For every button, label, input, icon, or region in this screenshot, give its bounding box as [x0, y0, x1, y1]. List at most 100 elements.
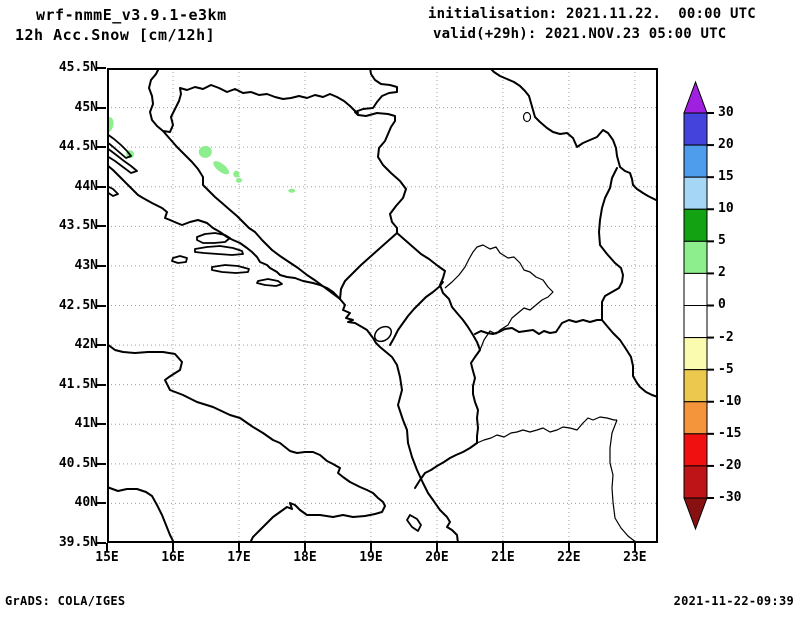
coastline-adriatic-albania: [107, 164, 459, 543]
colorbar-tick-label: -5: [718, 361, 734, 377]
y-axis-label: 42.5N: [58, 297, 98, 313]
x-axis-tick: [237, 543, 240, 552]
colorbar-segment: [683, 304, 708, 339]
y-axis-label: 44.5N: [58, 139, 98, 155]
colorbar-tick-label: -15: [718, 425, 742, 441]
x-axis-label: 18E: [293, 550, 317, 565]
colorbar-segment: [683, 369, 708, 403]
x-axis-label: 16E: [161, 550, 185, 565]
y-axis-label: 45.5N: [58, 60, 98, 75]
colorbar: 30 20 15 10 5 2 0 -2 -5 -10 -15 -20 -30: [683, 80, 793, 540]
x-axis-label: 19E: [359, 550, 383, 565]
border-macedonia-greece: [476, 416, 617, 444]
colorbar-segment: [683, 144, 708, 178]
y-axis-tick: [97, 383, 106, 386]
y-axis-label: 43.5N: [58, 218, 98, 234]
colorbar-segment: [683, 337, 708, 371]
colorbar-tick-label: -2: [718, 329, 734, 345]
product-title: 12h Acc.Snow [cm/12h]: [15, 26, 216, 44]
y-axis-label: 41N: [74, 416, 98, 432]
x-axis-label: 15E: [95, 550, 119, 565]
colorbar-segment: [683, 112, 708, 146]
snow-patch: [233, 170, 240, 178]
island-hvar: [194, 245, 244, 256]
island-pag: [107, 133, 132, 159]
colorbar-segment: [683, 465, 708, 499]
x-axis-label: 17E: [227, 550, 251, 565]
y-axis-tick: [97, 502, 106, 505]
snow-shading-layer: [107, 117, 296, 193]
colorbar-arrow-bottom: [683, 497, 708, 531]
x-axis-tick: [501, 543, 504, 552]
border-macedonia-bulgaria-east: [601, 319, 658, 398]
x-axis-tick: [435, 543, 438, 552]
creation-timestamp: 2021-11-22-09:39: [673, 594, 794, 608]
snow-patch: [235, 177, 242, 183]
coastline-italy-calabria: [107, 486, 175, 543]
y-axis-tick: [97, 304, 106, 307]
y-axis-label: 44N: [74, 178, 98, 194]
y-axis-tick: [97, 462, 106, 465]
x-axis-label: 23E: [623, 550, 647, 565]
y-axis-label: 39.5N: [58, 535, 98, 550]
y-axis-label: 42N: [74, 337, 98, 353]
gridlines: [107, 68, 658, 543]
border-serbia-bulgaria: [598, 167, 624, 321]
x-axis-tick: [369, 543, 372, 552]
lake-skadar: [373, 325, 393, 343]
border-greece-bulgaria: [609, 419, 638, 543]
model-title: wrf-nmmE_v3.9.1-e3km: [36, 6, 227, 24]
y-axis-label: 41.5N: [58, 376, 98, 392]
border-danube-romania: [489, 68, 658, 202]
colorbar-arrow-top: [683, 80, 708, 114]
border-macedonia-north: [474, 319, 603, 335]
init-time-label: initialisation: 2021.11.22. 00:00 UTC: [428, 6, 756, 22]
colorbar-segment: [683, 208, 708, 242]
colorbar-segment: [683, 401, 708, 435]
coast-peninsula-south: [406, 514, 422, 532]
y-axis-tick: [97, 225, 106, 228]
x-axis-label: 21E: [491, 550, 515, 565]
map-svg: [107, 68, 658, 543]
colorbar-tick-label: 0: [718, 297, 726, 313]
colorbar-tick-label: 10: [718, 201, 734, 217]
island-mljet: [256, 278, 283, 287]
colorbar-tick-label: 5: [718, 233, 726, 249]
border-greece-albania: [414, 442, 478, 489]
island-korcula: [211, 264, 250, 274]
border-bosnia-south-coastal: [271, 249, 341, 300]
colorbar-tick-label: -10: [718, 393, 742, 409]
y-axis-tick: [97, 264, 106, 267]
border-bosnia-west: [162, 130, 273, 251]
coastline-italy-apulia: [107, 343, 386, 543]
island-rab: [107, 147, 138, 174]
x-axis-tick: [106, 543, 108, 552]
y-axis-label: 40N: [74, 495, 98, 511]
x-axis-tick: [171, 543, 174, 552]
y-axis-tick: [97, 146, 106, 149]
border-kosovo: [444, 244, 554, 351]
x-axis-label: 20E: [425, 550, 449, 565]
colorbar-segment: [683, 176, 708, 210]
colorbar-segment: [683, 433, 708, 467]
y-axis-tick: [97, 185, 106, 188]
snow-patch: [198, 145, 212, 158]
y-axis-tick: [97, 423, 106, 426]
colorbar-tick-label: -20: [718, 457, 742, 473]
border-slovenia-bosnia-sava: [148, 68, 359, 133]
colorbar-tick-label: 20: [718, 137, 734, 153]
colorbar-segment: [683, 240, 708, 274]
y-axis-label: 40.5N: [58, 455, 98, 471]
y-axis-label: 45N: [74, 99, 98, 115]
border-croatia-serbia-drina: [354, 68, 407, 234]
y-axis-tick: [97, 542, 106, 544]
lake-small: [522, 111, 532, 123]
y-axis-tick: [97, 67, 106, 69]
border-montenegro-albania: [389, 281, 444, 346]
colorbar-tick-label: -30: [718, 489, 742, 505]
island-vis: [171, 255, 188, 264]
grads-credit: GrADS: COLA/IGES: [5, 594, 126, 608]
colorbar-tick-label: 15: [718, 169, 734, 185]
x-axis-tick: [633, 543, 636, 552]
